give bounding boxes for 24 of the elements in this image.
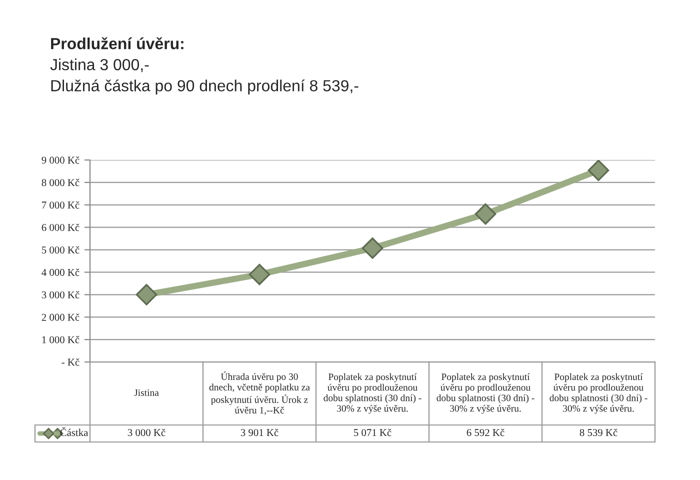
x-tick-label: Jistina — [134, 389, 159, 396]
chart-subtitle: Jistina 3 000,- — [50, 58, 149, 72]
y-tick-label: 9 000 Kč — [42, 156, 80, 164]
y-tick-label: 8 000 Kč — [42, 178, 80, 186]
y-tick-label: 7 000 Kč — [42, 201, 80, 209]
y-tick-label: 6 000 Kč — [42, 224, 80, 232]
y-tick-label: 2 000 Kč — [42, 313, 80, 321]
y-tick-label: 1 000 Kč — [42, 336, 80, 344]
data-label: 8 539 Kč — [580, 428, 618, 436]
y-tick-label: 3 000 Kč — [42, 291, 80, 298]
x-tick-label: Úhrada úvěru po 30 dnech, včetně poplatku za poskytnutí úvěru. Úrok z úvěru 1,--Kč — [209, 372, 310, 415]
y-tick-label: 5 000 Kč — [42, 246, 80, 254]
data-label: 3 000 Kč — [128, 428, 166, 436]
x-tick-label: Poplatek za poskytnutí úvěru po prodlouženou dobu splatnosti (30 dní) - 30% z výše úvěru. — [436, 373, 534, 414]
data-label: 3 901 Kč — [240, 428, 278, 436]
chart-title: Prodlužení úvěru: — [51, 37, 184, 50]
y-tick-label: 4 000 Kč — [42, 268, 80, 276]
text: Dlužná částka po 90 dnech prodlení 8 539,- — [51, 79, 358, 95]
data-label: 6 592 Kč — [466, 428, 504, 436]
legend-label: Částka — [60, 427, 88, 436]
x-tick-label: Poplatek za poskytnutí úvěru po prodlouženou dobu splatnosti (30 dní) - 30% z výše úvěru. — [324, 373, 422, 414]
data-label: 5 071 Kč — [354, 428, 392, 436]
x-tick-label: Poplatek za poskytnutí úvěru po prodlouženou dobu splatnosti (30 dní) - 30% z výše úvěru. — [550, 373, 648, 414]
y-tick-label: - Kč — [62, 358, 80, 366]
